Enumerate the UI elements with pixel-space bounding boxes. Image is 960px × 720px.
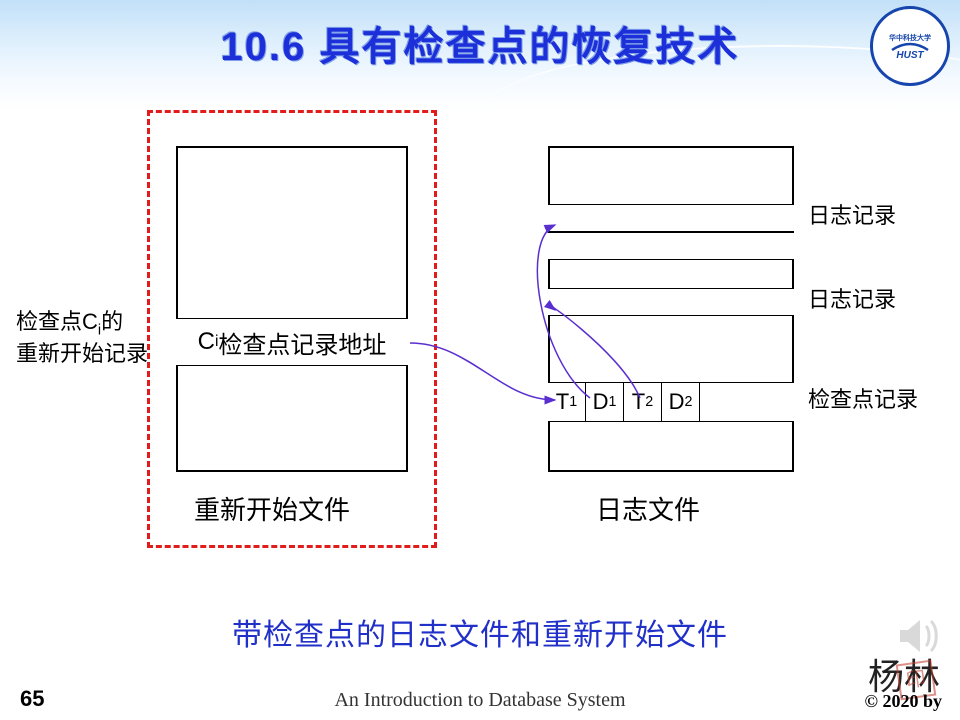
checkpoint-record-row: T1D1T2D2 [548, 382, 794, 422]
checkpoint-address-record: Ci检查点记录地址 [176, 318, 408, 366]
log-row-label: 日志记录 [808, 286, 896, 315]
footer: 65 An Introduction to Database System © … [0, 682, 960, 712]
page-title: 10.6 具有检查点的恢复技术 [0, 14, 960, 72]
svg-text:华中科技大学: 华中科技大学 [889, 33, 931, 42]
log-row-label: 检查点记录 [808, 386, 918, 415]
log-file-box: T1D1T2D2 [548, 146, 794, 472]
checkpoint-cell: D2 [662, 383, 700, 421]
restart-file-caption: 重新开始文件 [194, 490, 350, 527]
svg-text:HUST: HUST [896, 50, 924, 60]
footer-center-text: An Introduction to Database System [0, 689, 960, 712]
figure-caption: 带检查点的日志文件和重新开始文件 [0, 610, 960, 654]
checkpoint-cell: T1 [548, 383, 586, 421]
log-record-row [548, 204, 794, 232]
restart-file-box: Ci检查点记录地址 [176, 146, 408, 472]
log-file-caption: 日志文件 [596, 490, 700, 527]
restart-record-label: 检查点Ci的重新开始记录 [16, 308, 148, 369]
university-name: 华中科技大学 HUST [886, 30, 934, 63]
checkpoint-cell: D1 [586, 383, 624, 421]
diagram-stage: Ci检查点记录地址 检查点Ci的重新开始记录 重新开始文件 T1D1T2D2 日… [0, 100, 960, 600]
log-row-label: 日志记录 [808, 202, 896, 231]
log-record-row [548, 288, 794, 316]
university-logo: 华中科技大学 HUST [870, 6, 950, 86]
checkpoint-cell: T2 [624, 383, 662, 421]
log-record-row [548, 232, 794, 260]
copyright-text: © 2020 by [865, 691, 942, 712]
